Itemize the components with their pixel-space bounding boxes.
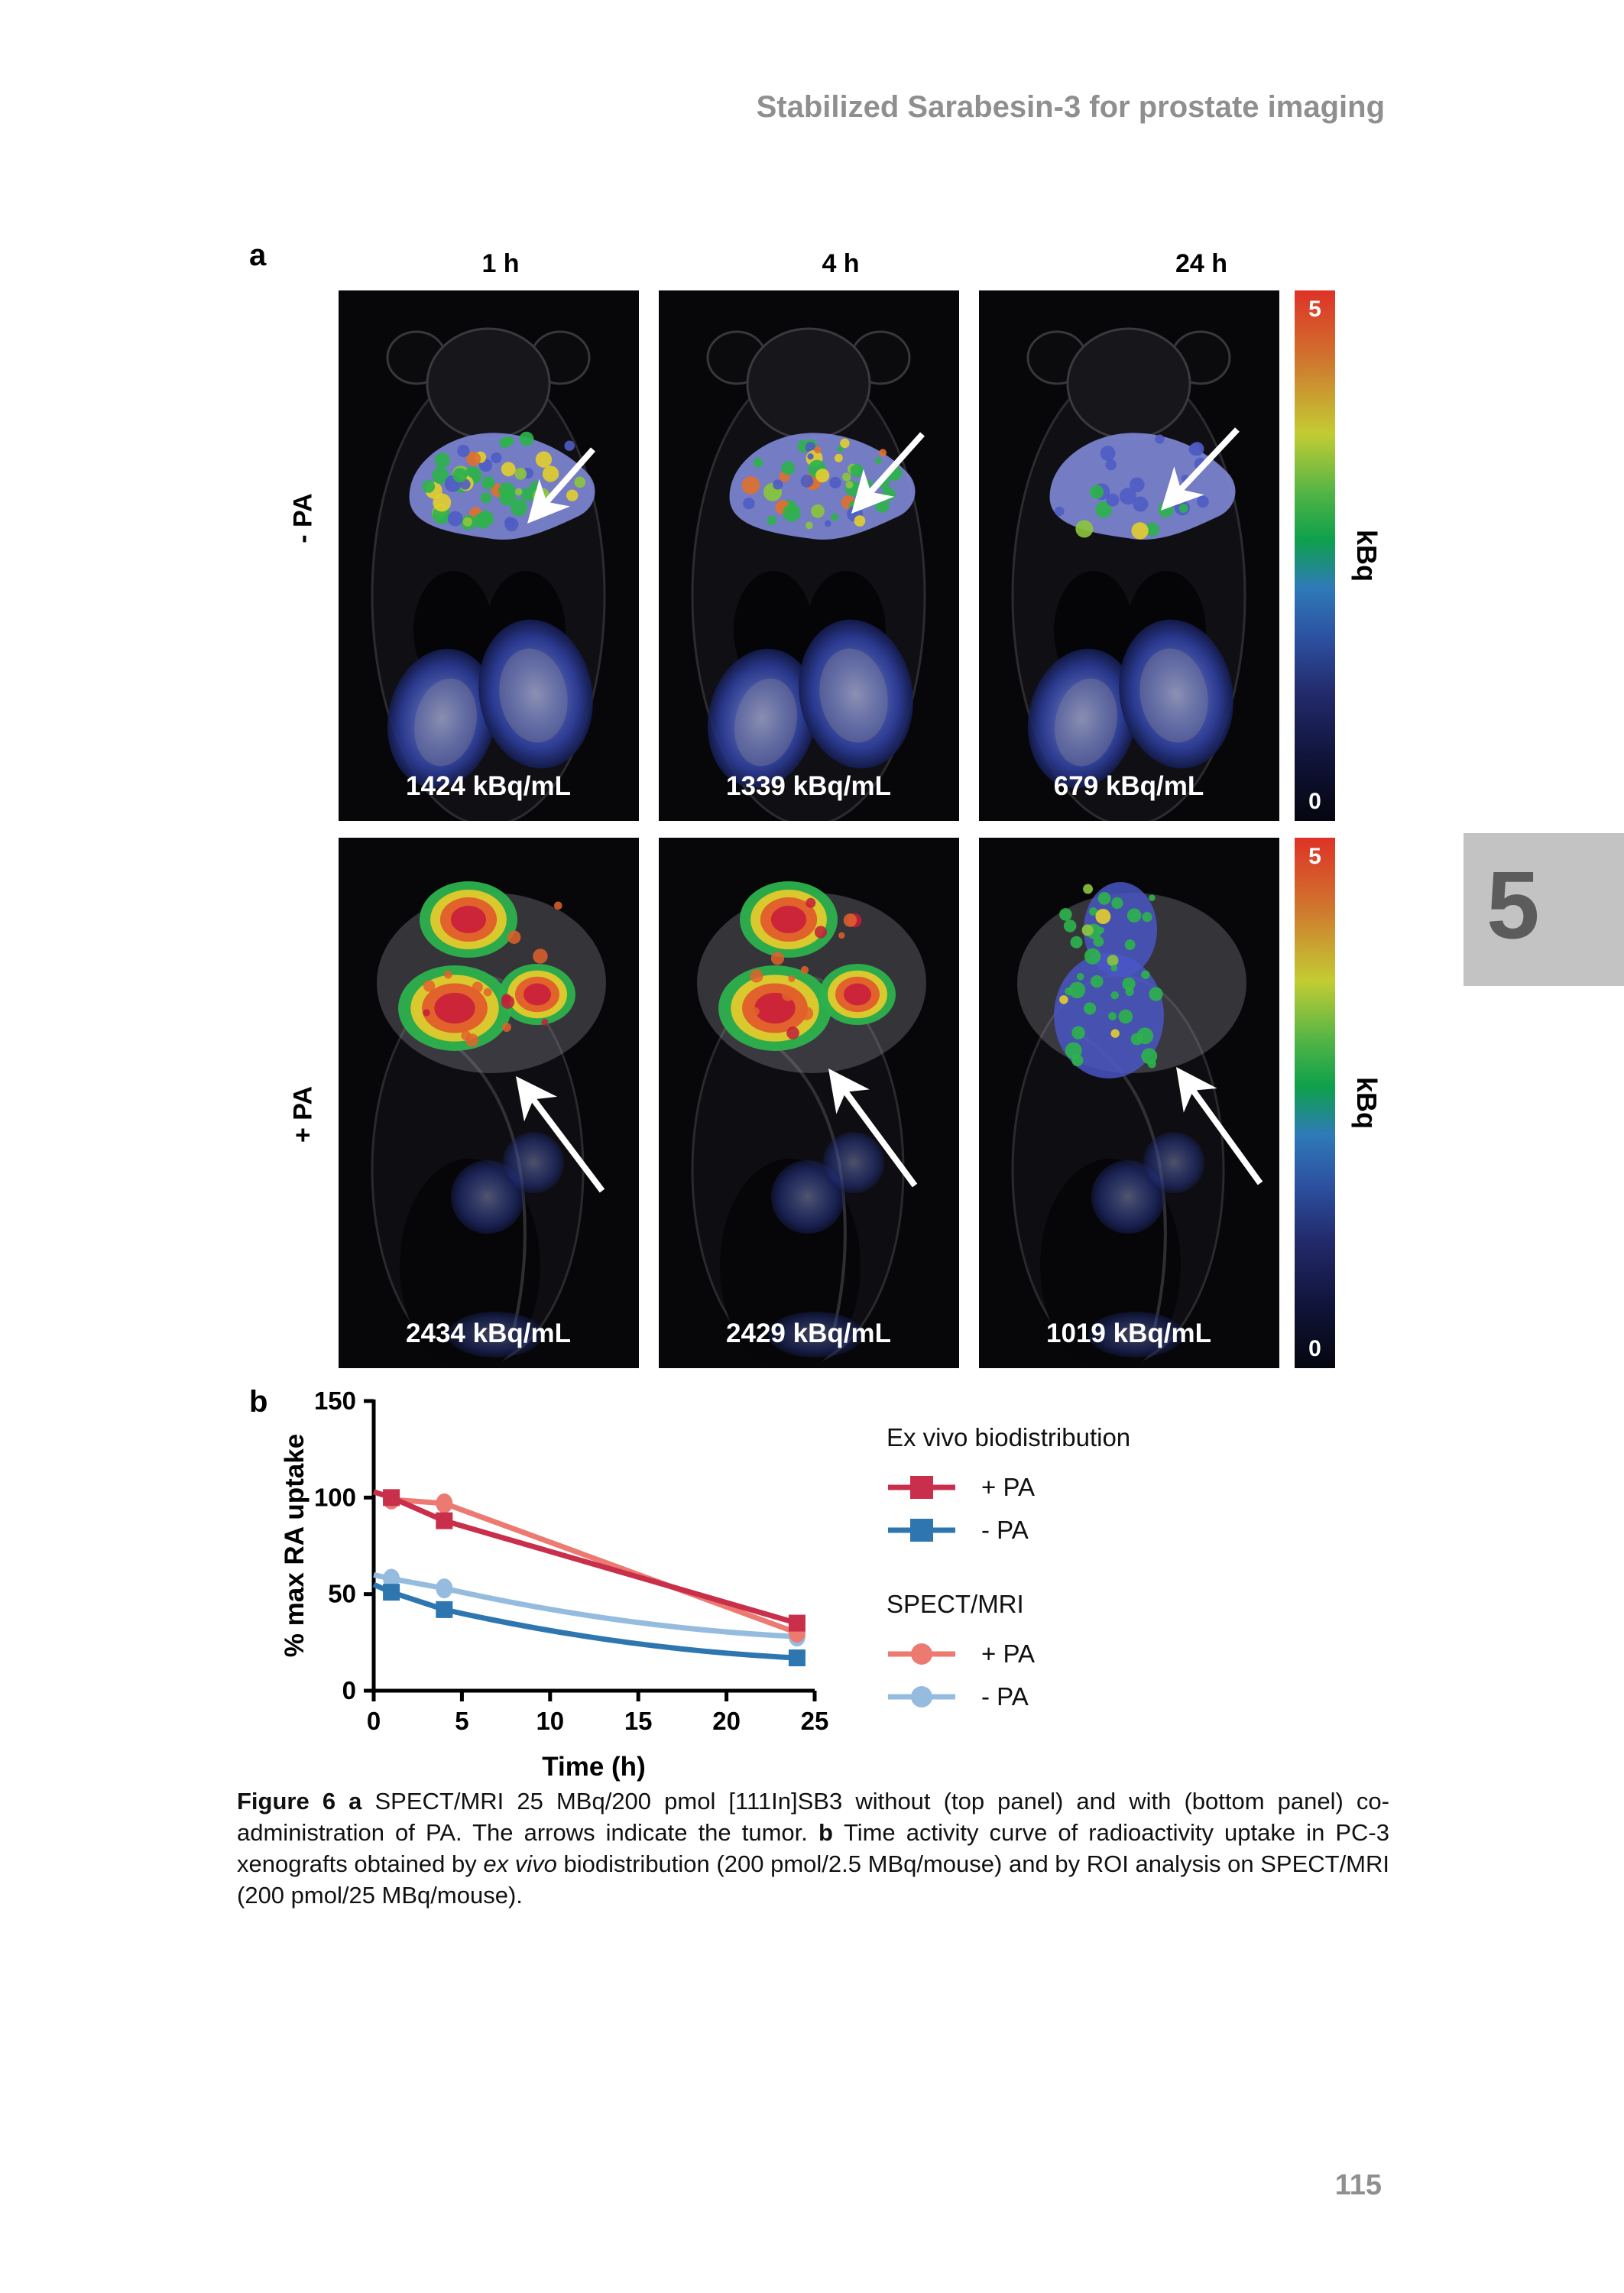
scan-plus-pa-1h: 2434 kBq/mL: [339, 838, 639, 1368]
y-tick-label: 150: [314, 1387, 356, 1415]
x-tick-label: 25: [801, 1707, 829, 1735]
scan-minus-pa-1h: 1424 kBq/mL: [339, 290, 639, 821]
legend-item-exvivo-minus-pa: - PA: [887, 1513, 1314, 1547]
legend-label: - PA: [981, 1516, 1029, 1544]
scan-activity-value: 1424 kBq/mL: [406, 771, 571, 801]
caption-b-label: b: [818, 1819, 844, 1846]
x-tick-label: 10: [536, 1707, 564, 1735]
column-header-4h: 4 h: [822, 249, 860, 278]
y-tick-label: 0: [342, 1676, 356, 1704]
scan-plus-pa-4h: 2429 kBq/mL: [659, 838, 959, 1368]
data-point-square: [436, 1601, 453, 1618]
colorbar-unit-label: kBq: [1351, 529, 1383, 582]
caption-figure-label: Figure 6 a: [237, 1788, 375, 1815]
scan-minus-pa-24h: 679 kBq/mL: [979, 290, 1279, 821]
x-tick-label: 0: [367, 1707, 381, 1735]
data-point-circle: [383, 1568, 400, 1589]
colorbar-max-label: 5: [1308, 297, 1321, 322]
data-point-square: [788, 1614, 806, 1632]
legend-label: - PA: [981, 1682, 1029, 1711]
scan-image: 2429 kBq/mL: [659, 838, 959, 1368]
uptake-chart: 0 50 100 150 0 5 10 15 20 25 Time (h) % max RA upta…: [280, 1387, 829, 1782]
panel-a-label: a: [249, 238, 267, 272]
scan-activity-value: 2434 kBq/mL: [406, 1318, 571, 1348]
legend-group-title-spectmri: SPECT/MRI: [887, 1590, 1024, 1618]
scan-image: 1339 kBq/mL: [659, 290, 959, 821]
column-header-1h: 1 h: [481, 249, 520, 278]
colorbar-unit-label: kBq: [1351, 1076, 1383, 1130]
colorbar-top: 5 0: [1295, 290, 1335, 821]
y-axis-title: % max RA uptake: [280, 1434, 310, 1657]
data-point-square: [788, 1649, 806, 1667]
legend-group-title-exvivo: Ex vivo biodistribution: [887, 1423, 1131, 1451]
legend-label: + PA: [981, 1473, 1036, 1501]
x-tick-label: 5: [455, 1707, 468, 1735]
scan-activity-value: 1339 kBq/mL: [726, 771, 891, 801]
scan-minus-pa-4h: 1339 kBq/mL: [659, 290, 959, 821]
scan-activity-value: 1019 kBq/mL: [1046, 1318, 1211, 1348]
legend-marker-square-blue-icon: [888, 1519, 955, 1542]
x-tick-label: 15: [624, 1707, 653, 1735]
y-tick-label: 50: [328, 1580, 356, 1608]
data-point-square: [383, 1584, 400, 1601]
series-line: [373, 1571, 798, 1639]
caption-text-3: biodistribution (200 pmol/2.5 MBq/mouse)…: [237, 1850, 1390, 1909]
colorbar-bottom: 5 0: [1295, 838, 1335, 1368]
chart-legend: Ex vivo biodistribution + PA - PA SPECT/…: [887, 1423, 1314, 1723]
data-point-circle: [436, 1578, 453, 1599]
data-point-square: [436, 1512, 453, 1529]
colorbar-min-label: 0: [1308, 1336, 1321, 1361]
scan-image: 2434 kBq/mL: [339, 838, 639, 1368]
scan-activity-value: 2429 kBq/mL: [726, 1318, 891, 1348]
series-line: [372, 1581, 798, 1661]
colorbar-min-label: 0: [1308, 789, 1321, 814]
running-head-title: Stabilized Sarabesin-3 for prostate imag…: [756, 90, 1385, 124]
data-point-circle: [436, 1493, 453, 1513]
data-point-square: [383, 1489, 400, 1507]
scan-plus-pa-24h: 1019 kBq/mL: [979, 838, 1279, 1368]
legend-marker-circle-salmon-icon: [888, 1643, 955, 1665]
legend-label: + PA: [981, 1639, 1036, 1668]
legend-marker-circle-lightblue-icon: [888, 1686, 955, 1708]
row-label-plus-pa: + PA: [288, 1085, 318, 1143]
page-number: 115: [1334, 2169, 1382, 2201]
scan-image: 1424 kBq/mL: [339, 290, 639, 821]
legend-marker-square-red-icon: [888, 1476, 955, 1499]
scan-activity-value: 679 kBq/mL: [1054, 771, 1204, 801]
x-axis-title: Time (h): [542, 1752, 645, 1782]
panel-b-label: b: [249, 1385, 268, 1419]
row-label-minus-pa: - PA: [288, 493, 318, 543]
scan-image: 1019 kBq/mL: [979, 838, 1279, 1368]
figure-caption: Figure 6 a SPECT/MRI 25 MBq/200 pmol [11…: [237, 1785, 1389, 1911]
series-line: [372, 1489, 798, 1626]
legend-item-spect-plus-pa: + PA: [887, 1637, 1314, 1671]
chapter-tab: 5: [1464, 833, 1624, 986]
x-tick-label: 20: [712, 1707, 741, 1735]
chapter-number: 5: [1486, 852, 1540, 959]
caption-ex-vivo-italic: ex vivo: [483, 1850, 557, 1877]
uptake-chart-container: 0 50 100 150 0 5 10 15 20 25 Time (h) % max RA upta…: [260, 1382, 871, 1810]
column-header-24h: 24 h: [1175, 249, 1228, 278]
legend-item-exvivo-plus-pa: + PA: [887, 1471, 1314, 1504]
colorbar-max-label: 5: [1308, 844, 1321, 869]
y-tick-label: 100: [314, 1483, 356, 1511]
scan-image: 679 kBq/mL: [979, 290, 1279, 821]
legend-item-spect-minus-pa: - PA: [887, 1680, 1314, 1714]
caption-text-2: Time activity curve of radioactivity upt…: [237, 1819, 1389, 1877]
caption-text-1: SPECT/MRI 25 MBq/200 pmol [111In]SB3 wit…: [237, 1788, 1389, 1846]
